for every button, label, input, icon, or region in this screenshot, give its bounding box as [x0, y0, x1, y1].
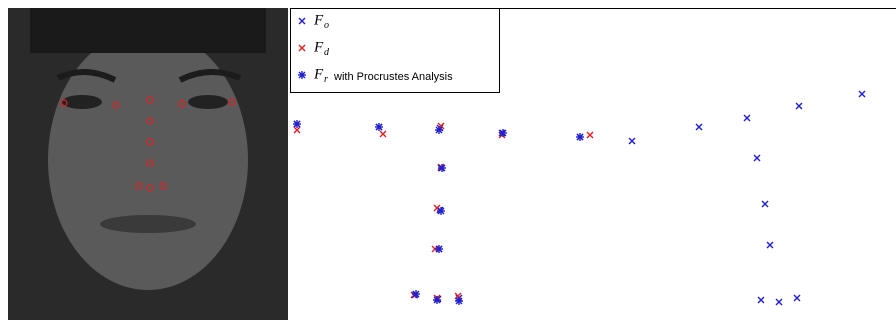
x-marker [587, 132, 593, 138]
x-marker [754, 155, 760, 161]
figure: FoFdFrwith Procrustes Analysis [0, 0, 896, 324]
star-marker [455, 297, 463, 305]
star-marker [293, 120, 301, 128]
legend-label: F [313, 39, 324, 55]
legend-suffix: with Procrustes Analysis [333, 71, 453, 83]
x-marker [796, 103, 802, 109]
star-marker [412, 290, 420, 298]
star-marker [437, 207, 445, 215]
legend-label: F [313, 66, 324, 82]
page: FoFdFrwith Procrustes Analysis (() => { … [0, 0, 896, 324]
x-marker [762, 201, 768, 207]
x-marker [696, 124, 702, 130]
x-marker [758, 297, 764, 303]
x-marker [380, 131, 386, 137]
legend-label: F [313, 12, 324, 28]
x-marker [434, 205, 440, 211]
legend-subscript: o [324, 20, 329, 31]
star-marker [433, 296, 441, 304]
star-marker [375, 123, 383, 131]
star-marker [435, 245, 443, 253]
x-marker [767, 242, 773, 248]
legend-subscript: r [324, 74, 328, 85]
star-marker [499, 129, 507, 137]
star-marker [438, 164, 446, 172]
x-marker [859, 91, 865, 97]
star-marker [576, 133, 584, 141]
x-marker [776, 299, 782, 305]
x-marker [629, 138, 635, 144]
x-marker [744, 115, 750, 121]
star-marker [298, 71, 306, 79]
marks [293, 91, 865, 305]
star-marker [435, 126, 443, 134]
x-marker [794, 295, 800, 301]
face-photo [8, 8, 288, 320]
